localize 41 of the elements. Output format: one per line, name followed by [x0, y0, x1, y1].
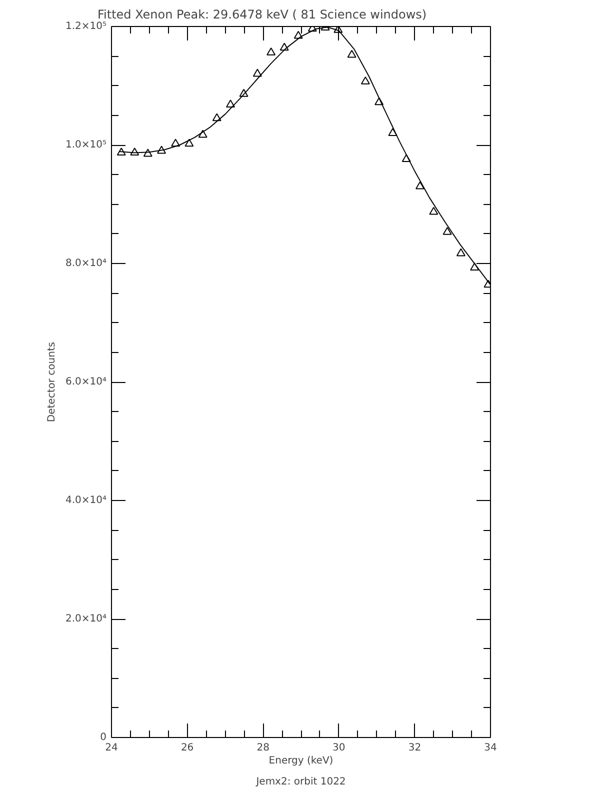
x-tick-label: 26	[180, 742, 194, 754]
y-tick-label: 1.0×10⁵	[65, 140, 106, 150]
point	[402, 154, 411, 162]
point	[388, 128, 398, 136]
point	[416, 181, 425, 190]
x-tick-label: 32	[408, 742, 422, 754]
x-tick-label: 28	[256, 742, 270, 754]
point	[130, 148, 140, 156]
point	[198, 130, 208, 138]
y-tick-label: 1.2×10⁵	[65, 21, 106, 32]
point	[184, 138, 194, 147]
point	[456, 248, 466, 256]
text: Jemx2: orbit 1022	[255, 776, 346, 788]
x-tick-label: 30	[332, 742, 346, 754]
y-tick-label: 6.0×10⁴	[65, 376, 106, 388]
point	[171, 138, 180, 147]
y-tick-label: 8.0×10⁴	[65, 258, 106, 269]
x-tick-label: 34	[484, 742, 497, 754]
point	[157, 146, 166, 154]
chart-title: Fitted Xenon Peak: 29.6478 keV ( 81 Science windows)	[98, 8, 427, 22]
point	[294, 30, 303, 39]
point	[226, 100, 236, 108]
point	[360, 76, 370, 84]
point	[429, 206, 438, 215]
x-tick-label: 24	[105, 742, 118, 754]
point	[280, 42, 289, 51]
point	[347, 50, 356, 58]
y-axis-title: Detector counts	[46, 342, 58, 422]
point	[442, 226, 452, 235]
point	[374, 97, 384, 106]
point	[266, 47, 276, 56]
point	[116, 148, 126, 156]
point	[212, 113, 222, 122]
point	[470, 262, 480, 270]
y-tick-label: 2.0×10⁴	[65, 614, 106, 624]
x-axis-title: Energy (keV)	[268, 756, 334, 766]
y-tick-label: 0	[100, 732, 107, 743]
point	[239, 88, 248, 97]
y-tick-label: 4.0×10⁴	[65, 495, 106, 506]
point	[143, 148, 152, 157]
point	[252, 68, 262, 77]
